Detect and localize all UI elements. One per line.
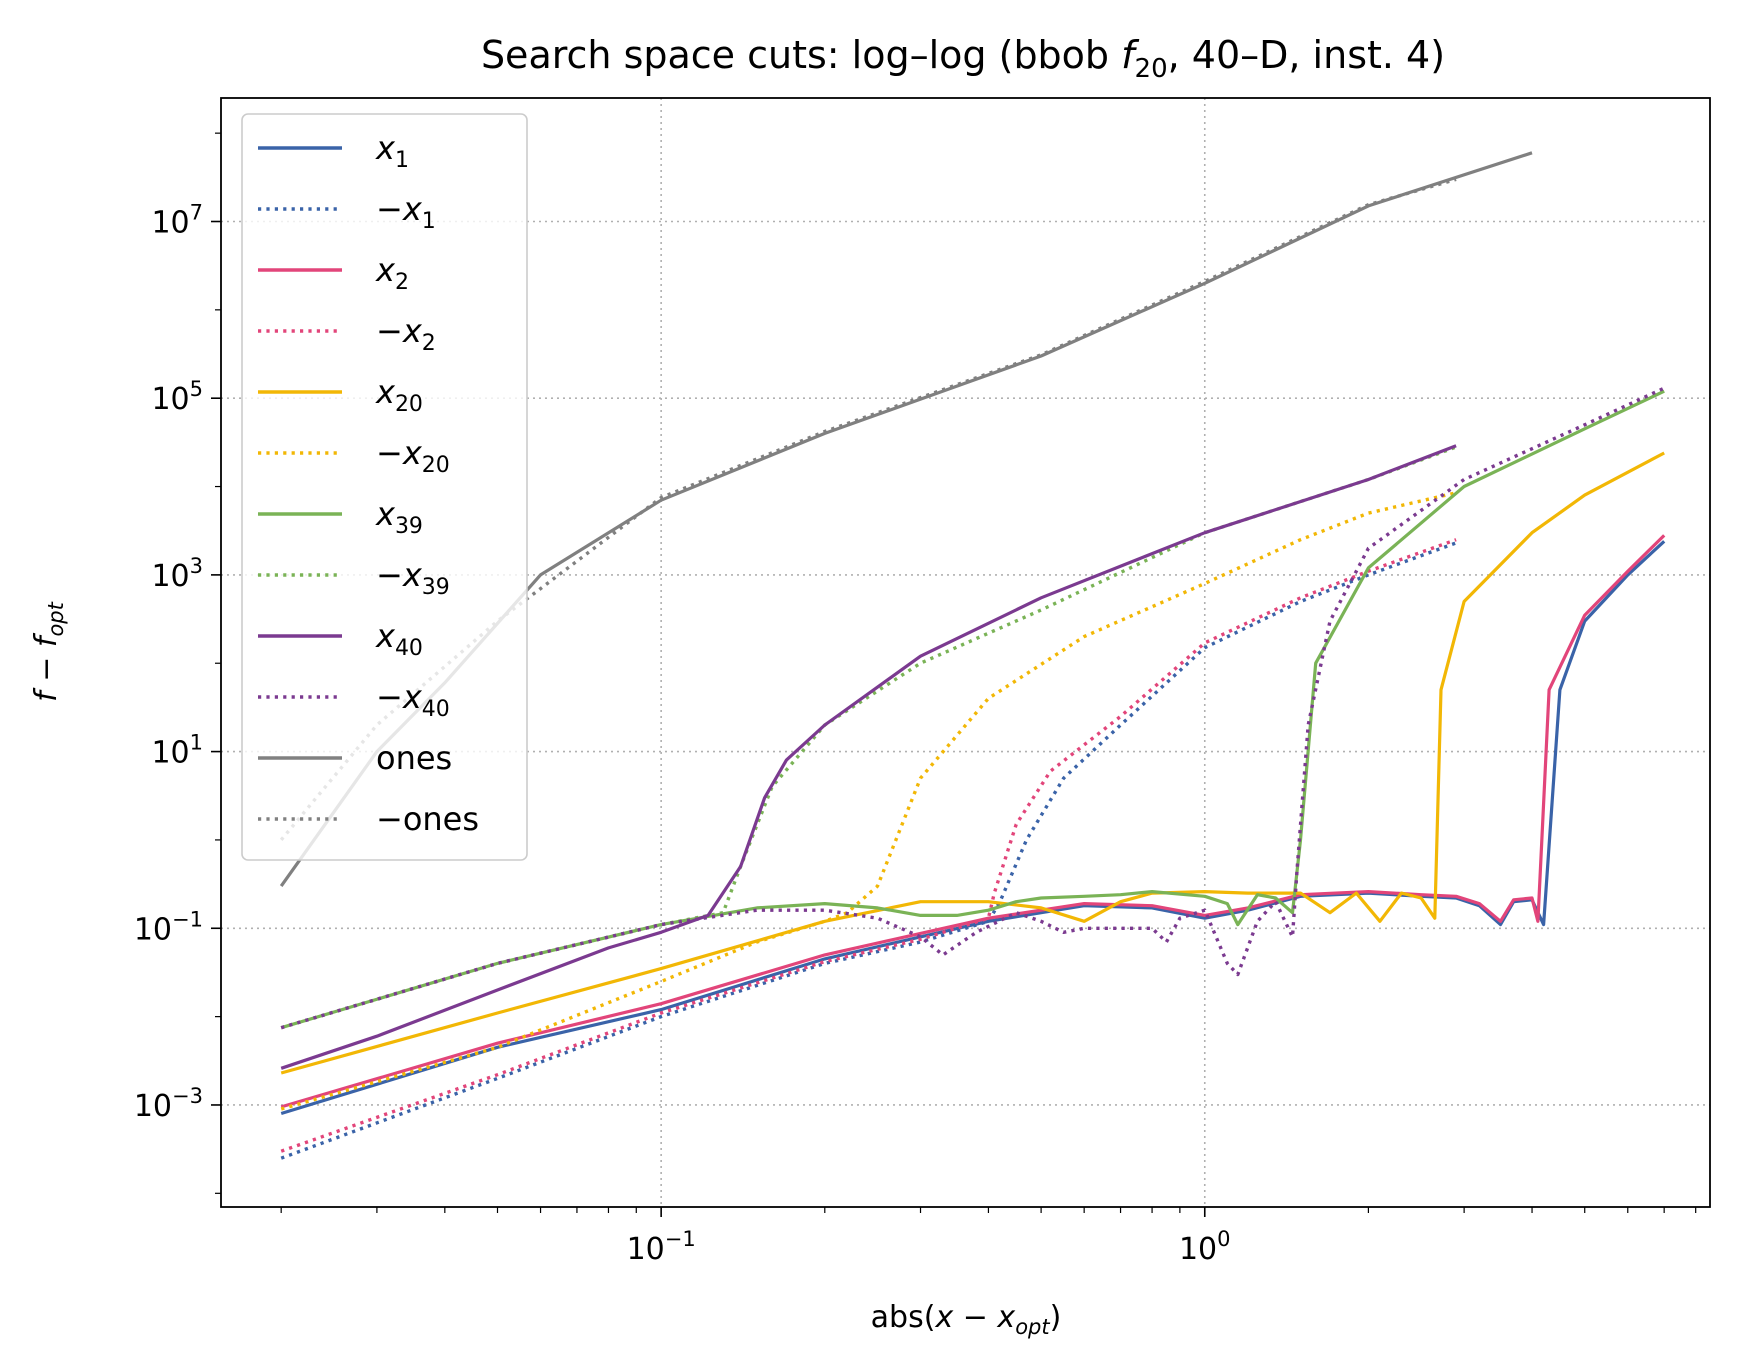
legend-label-6: −x20 bbox=[376, 434, 450, 478]
legend-label-12: −ones bbox=[376, 800, 479, 838]
legend-label-9: x40 bbox=[375, 617, 423, 661]
legend-label-4: −x2 bbox=[376, 312, 436, 356]
legend-box bbox=[241, 113, 528, 861]
legend-label-10: −x40 bbox=[376, 678, 450, 722]
y-tick-label: 105 bbox=[151, 377, 203, 417]
axes-frame bbox=[220, 97, 1711, 1208]
legend-label-3: x2 bbox=[375, 251, 409, 295]
y-tick-label: 10−1 bbox=[134, 907, 203, 947]
series-line-7 bbox=[280, 389, 1665, 1030]
y-tick-label: 103 bbox=[151, 554, 203, 594]
legend-label-7: x39 bbox=[375, 495, 423, 539]
chart-title: Search space cuts: log–log (bbob f20, 40… bbox=[481, 33, 1445, 84]
y-tick-label: 107 bbox=[151, 201, 203, 241]
series-line-3 bbox=[280, 534, 1666, 1109]
y-tick-label: 10−3 bbox=[134, 1084, 203, 1124]
series-line-9 bbox=[280, 444, 1457, 1070]
x-tick-label: 100 bbox=[1179, 1227, 1231, 1267]
legend-label-5: x20 bbox=[375, 373, 423, 417]
legend-label-2: −x1 bbox=[376, 190, 436, 234]
legend-label-11: ones bbox=[376, 739, 452, 777]
x-tick-label: 10−1 bbox=[627, 1227, 696, 1267]
series-line-10 bbox=[280, 386, 1665, 1030]
series-line-4 bbox=[280, 538, 1457, 1153]
legend-label-1: x1 bbox=[375, 129, 409, 173]
series-line-6 bbox=[280, 491, 1457, 1111]
legend: x1 −x1 x2 −x2 x20 −x20 x39 −x39 x40 −x40 ones −ones bbox=[241, 113, 528, 861]
ticks: 10−1 100 10−3 10−1 101 103 105 107 bbox=[134, 132, 1697, 1267]
y-tick-label: 101 bbox=[151, 731, 203, 771]
series-line-5 bbox=[280, 451, 1665, 1075]
x-axis-label: abs(x − xopt) bbox=[871, 1300, 1062, 1339]
legend-label-8: −x39 bbox=[376, 556, 450, 600]
